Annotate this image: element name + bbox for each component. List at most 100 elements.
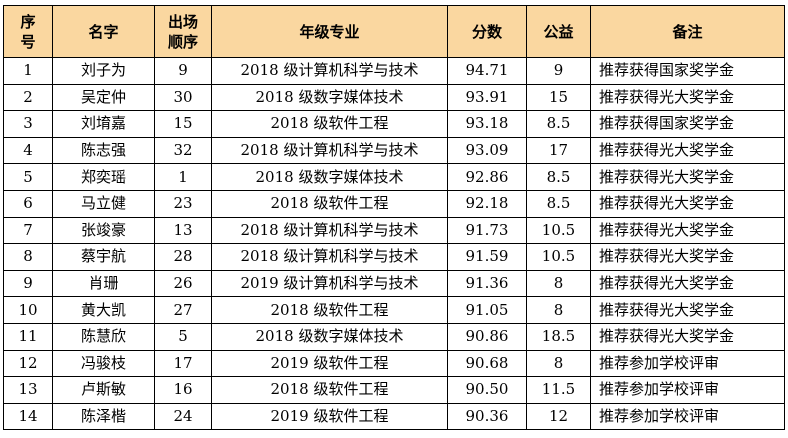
cell-charity: 15	[526, 83, 591, 112]
cell-major: 2019 级计算机科学与技术	[211, 269, 448, 298]
cell-order: 24	[154, 402, 212, 431]
cell-name: 卢斯敏	[52, 376, 155, 404]
cell-score: 93.91	[447, 83, 527, 112]
table-row: 14 陈泽楷 24 2019 级软件工程 90.36 12 推荐参加学校评审	[3, 402, 785, 431]
cell-name: 陈泽楷	[52, 402, 155, 431]
cell-score: 93.09	[447, 136, 527, 165]
ranking-table: 序号 名字 出场 顺序 年级专业 分数 公益 备注 1 刘子为 9 2018 级计算机科…	[3, 5, 785, 431]
cell-index: 12	[3, 349, 53, 378]
cell-name: 陈志强	[52, 136, 155, 165]
cell-remark: 推荐参加学校评审	[590, 376, 785, 404]
cell-index: 1	[3, 57, 53, 85]
cell-index: 13	[3, 376, 53, 404]
ranking-table-container: 序号 名字 出场 顺序 年级专业 分数 公益 备注 1 刘子为 9 2018 级计算机科…	[3, 5, 785, 431]
cell-charity: 12	[526, 402, 591, 431]
cell-name: 黄大凯	[52, 296, 155, 324]
cell-major: 2018 级数字媒体技术	[211, 83, 448, 112]
cell-charity: 17	[526, 136, 591, 165]
cell-major: 2018 级软件工程	[211, 376, 448, 404]
table-row: 2 吴定仲 30 2018 级数字媒体技术 93.91 15 推荐获得光大奖学金	[3, 83, 785, 112]
cell-score: 91.36	[447, 269, 527, 298]
table-row: 3 刘堉嘉 15 2018 级软件工程 93.18 8.5 推荐获得国家奖学金	[3, 110, 785, 138]
cell-name: 马立健	[52, 189, 155, 218]
cell-index: 3	[3, 110, 53, 138]
table-row: 8 蔡宇航 28 2018 级计算机科学与技术 91.59 10.5 推荐获得光大奖学金	[3, 243, 785, 271]
cell-charity: 8.5	[526, 163, 591, 191]
cell-major: 2018 级软件工程	[211, 110, 448, 138]
cell-major: 2018 级数字媒体技术	[211, 163, 448, 191]
header-charity: 公益	[526, 5, 591, 58]
header-name: 名字	[52, 5, 155, 58]
cell-remark: 推荐参加学校评审	[590, 349, 785, 378]
cell-index: 11	[3, 322, 53, 351]
table-row: 1 刘子为 9 2018 级计算机科学与技术 94.71 9 推荐获得国家奖学金	[3, 57, 785, 85]
cell-major: 2018 级数字媒体技术	[211, 322, 448, 351]
cell-charity: 9	[526, 57, 591, 85]
cell-score: 90.50	[447, 376, 527, 404]
cell-remark: 推荐获得国家奖学金	[590, 57, 785, 85]
cell-name: 张竣豪	[52, 216, 155, 245]
cell-index: 10	[3, 296, 53, 324]
table-row: 10 黄大凯 27 2018 级软件工程 91.05 8 推荐获得光大奖学金	[3, 296, 785, 324]
table-row: 9 肖珊 26 2019 级计算机科学与技术 91.36 8 推荐获得光大奖学金	[3, 269, 785, 298]
cell-remark: 推荐获得光大奖学金	[590, 189, 785, 218]
cell-score: 92.86	[447, 163, 527, 191]
cell-score: 91.05	[447, 296, 527, 324]
cell-remark: 推荐参加学校评审	[590, 402, 785, 431]
header-index: 序号	[3, 5, 53, 58]
header-remark: 备注	[590, 5, 785, 58]
cell-index: 4	[3, 136, 53, 165]
cell-index: 5	[3, 163, 53, 191]
header-row: 序号 名字 出场 顺序 年级专业 分数 公益 备注	[3, 5, 785, 58]
cell-name: 冯骏枝	[52, 349, 155, 378]
cell-name: 郑奕瑶	[52, 163, 155, 191]
cell-score: 90.86	[447, 322, 527, 351]
header-score: 分数	[447, 5, 527, 58]
cell-score: 92.18	[447, 189, 527, 218]
header-order: 出场 顺序	[154, 5, 212, 58]
cell-score: 90.68	[447, 349, 527, 378]
cell-remark: 推荐获得光大奖学金	[590, 136, 785, 165]
cell-charity: 10.5	[526, 243, 591, 271]
cell-index: 14	[3, 402, 53, 431]
cell-name: 陈慧欣	[52, 322, 155, 351]
cell-charity: 8	[526, 296, 591, 324]
table-row: 11 陈慧欣 5 2018 级数字媒体技术 90.86 18.5 推荐获得光大奖学金	[3, 322, 785, 351]
cell-index: 8	[3, 243, 53, 271]
cell-name: 蔡宇航	[52, 243, 155, 271]
cell-charity: 11.5	[526, 376, 591, 404]
cell-charity: 8.5	[526, 189, 591, 218]
table-row: 4 陈志强 32 2018 级计算机科学与技术 93.09 17 推荐获得光大奖学金	[3, 136, 785, 165]
cell-order: 32	[154, 136, 212, 165]
cell-score: 94.71	[447, 57, 527, 85]
cell-major: 2018 级计算机科学与技术	[211, 216, 448, 245]
cell-charity: 10.5	[526, 216, 591, 245]
cell-index: 7	[3, 216, 53, 245]
cell-remark: 推荐获得光大奖学金	[590, 296, 785, 324]
cell-remark: 推荐获得光大奖学金	[590, 163, 785, 191]
cell-major: 2018 级计算机科学与技术	[211, 136, 448, 165]
cell-major: 2018 级软件工程	[211, 189, 448, 218]
table-row: 13 卢斯敏 16 2018 级软件工程 90.50 11.5 推荐参加学校评审	[3, 376, 785, 404]
table-row: 5 郑奕瑶 1 2018 级数字媒体技术 92.86 8.5 推荐获得光大奖学金	[3, 163, 785, 191]
cell-order: 5	[154, 322, 212, 351]
table-body: 1 刘子为 9 2018 级计算机科学与技术 94.71 9 推荐获得国家奖学金 2 吴定仲 30…	[3, 57, 785, 431]
cell-charity: 8.5	[526, 110, 591, 138]
header-major: 年级专业	[211, 5, 448, 58]
cell-charity: 8	[526, 349, 591, 378]
cell-remark: 推荐获得国家奖学金	[590, 110, 785, 138]
cell-order: 16	[154, 376, 212, 404]
cell-major: 2018 级计算机科学与技术	[211, 57, 448, 85]
cell-order: 17	[154, 349, 212, 378]
cell-remark: 推荐获得光大奖学金	[590, 243, 785, 271]
cell-score: 93.18	[447, 110, 527, 138]
cell-charity: 8	[526, 269, 591, 298]
cell-order: 1	[154, 163, 212, 191]
cell-order: 28	[154, 243, 212, 271]
cell-name: 吴定仲	[52, 83, 155, 112]
cell-order: 30	[154, 83, 212, 112]
cell-major: 2019 级软件工程	[211, 402, 448, 431]
cell-remark: 推荐获得光大奖学金	[590, 322, 785, 351]
cell-index: 9	[3, 269, 53, 298]
cell-name: 肖珊	[52, 269, 155, 298]
